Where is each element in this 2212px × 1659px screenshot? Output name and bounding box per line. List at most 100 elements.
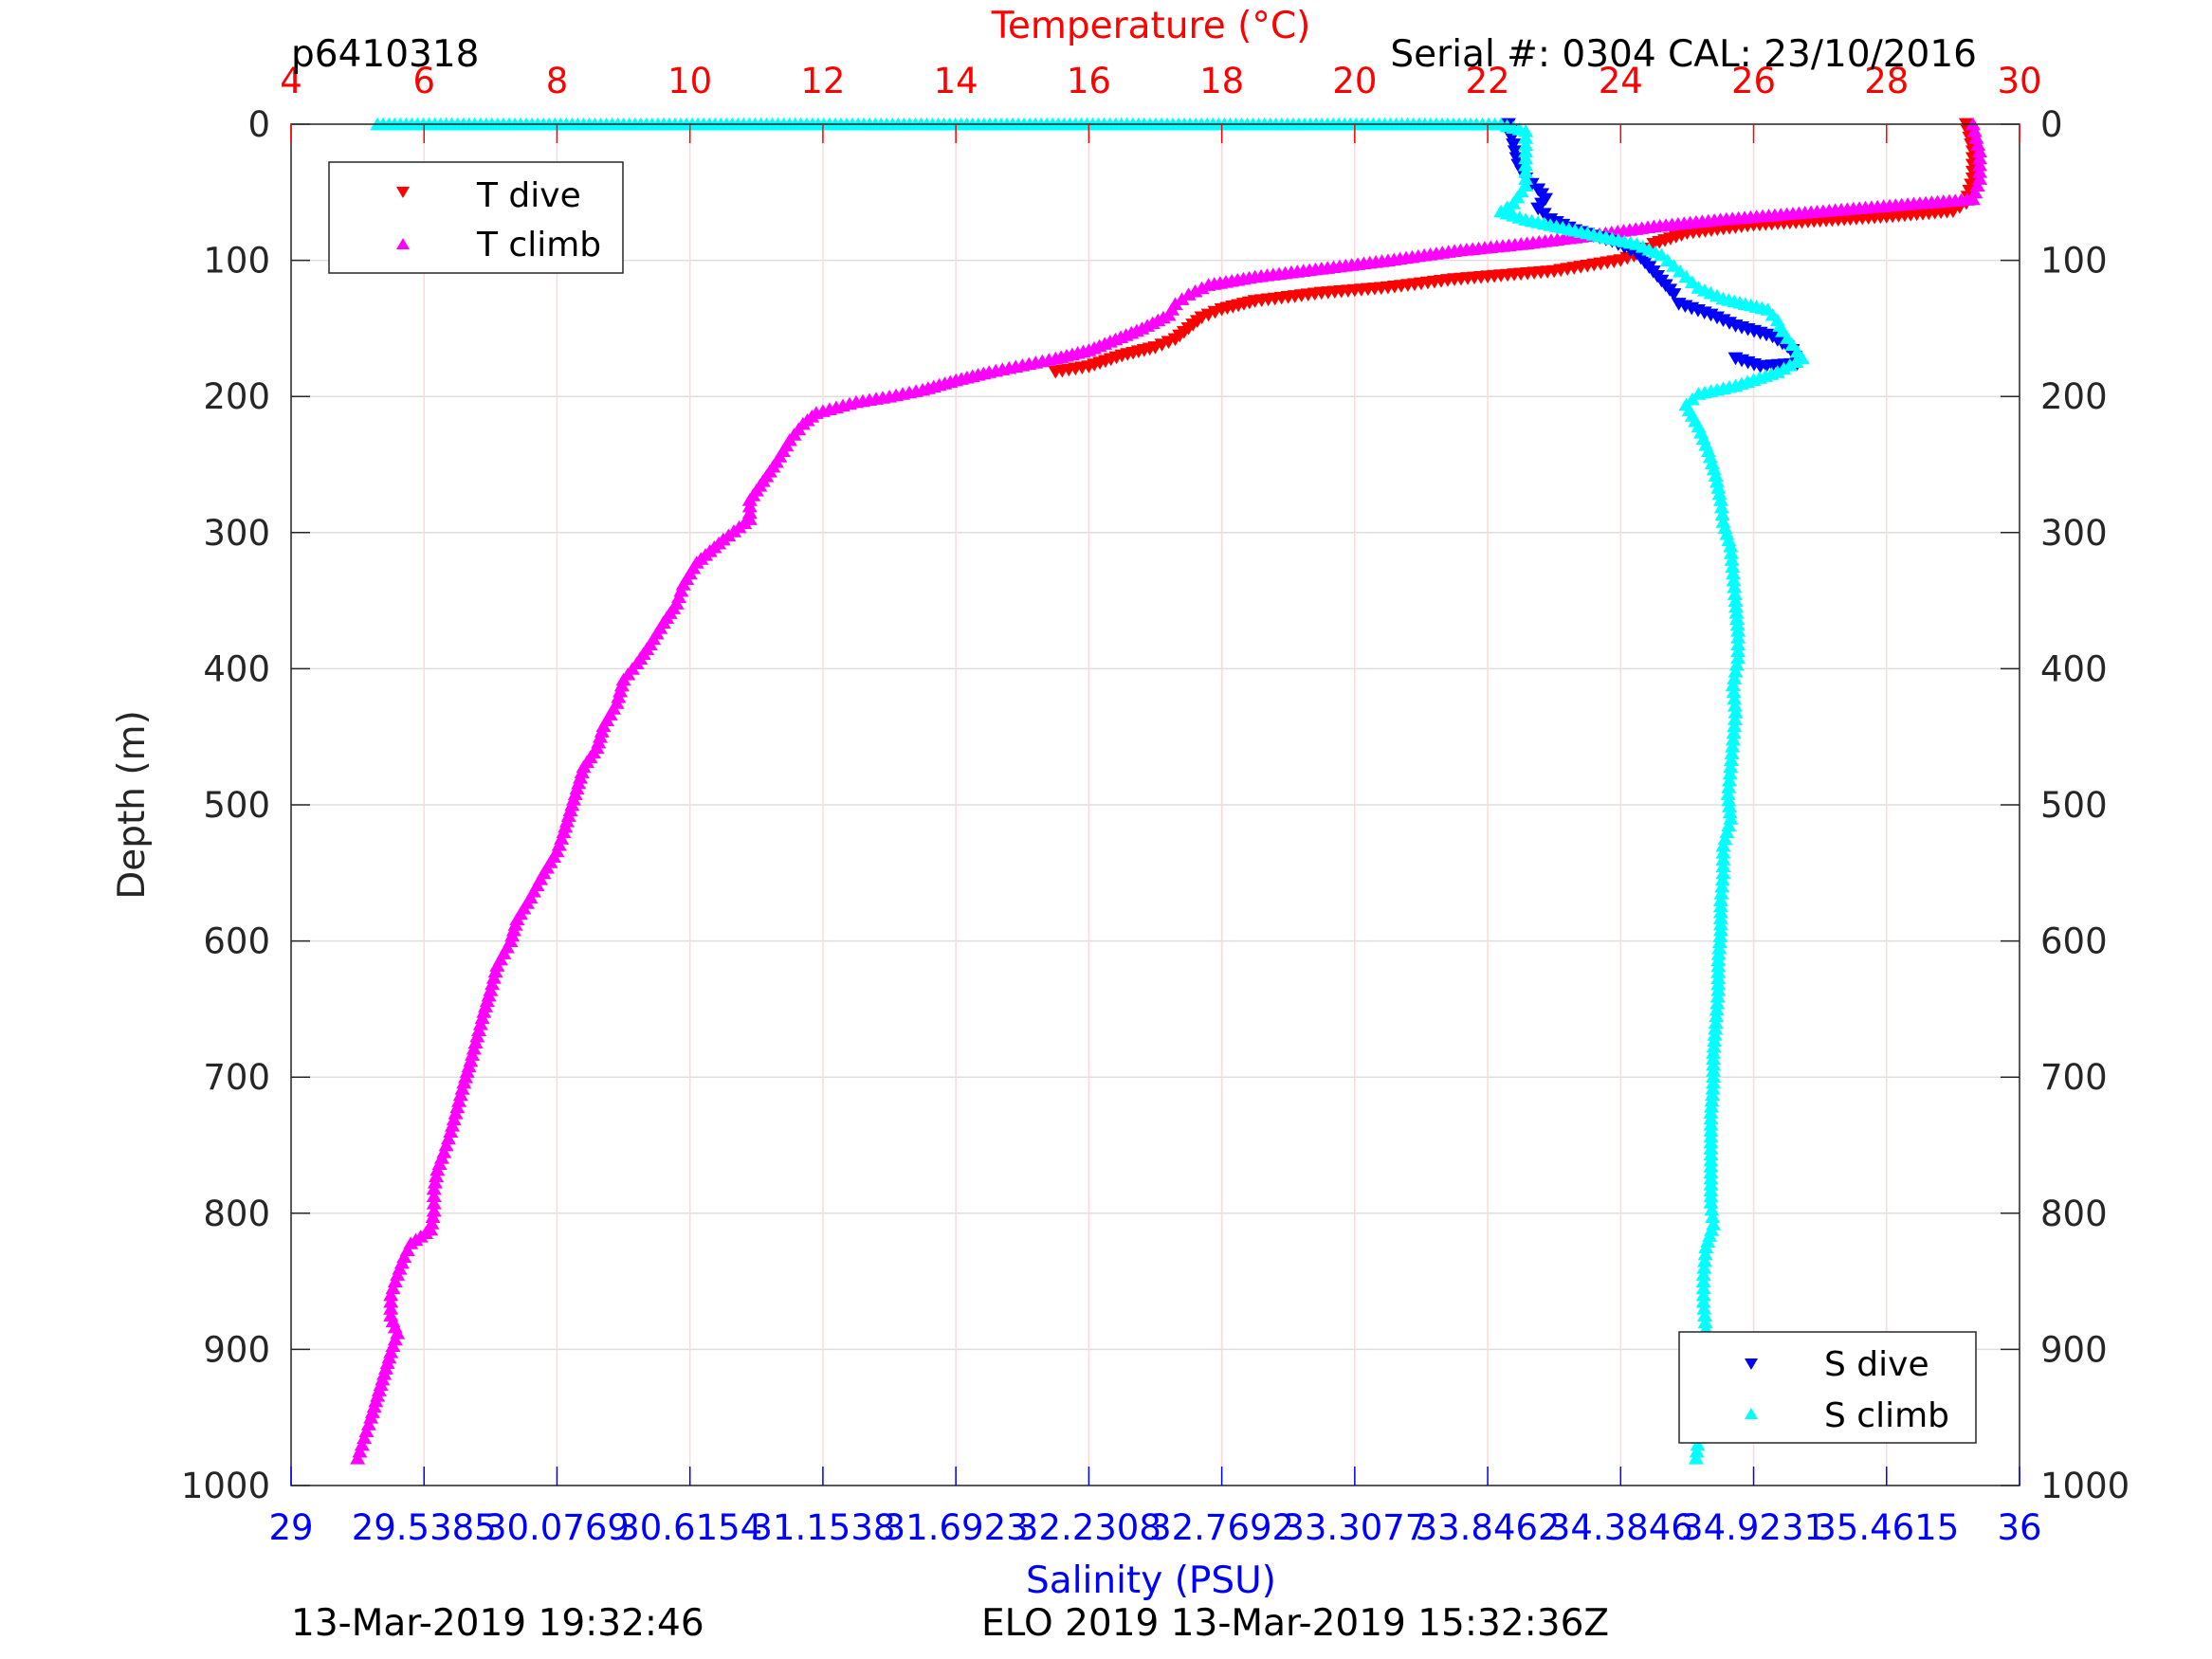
data-point bbox=[1712, 922, 1728, 937]
data-point bbox=[1721, 780, 1737, 793]
data-point bbox=[1506, 138, 1522, 152]
data-point bbox=[484, 976, 501, 991]
data-point bbox=[1709, 1009, 1725, 1023]
data-point bbox=[1728, 705, 1744, 719]
footer-mission-info: ELO 2019 13-Mar-2019 15:32:36Z bbox=[981, 1602, 1609, 1645]
legend-label-t-climb: T climb bbox=[476, 226, 601, 264]
data-point bbox=[1518, 151, 1534, 165]
data-point bbox=[1709, 989, 1726, 1003]
salinity-tick-label: 32.2308 bbox=[1016, 1507, 1161, 1548]
data-point bbox=[1706, 1039, 1722, 1053]
salinity-tick-label: 33.8462 bbox=[1416, 1507, 1561, 1548]
data-point bbox=[1690, 1437, 1706, 1451]
legend-marker-t-dive bbox=[396, 187, 410, 198]
data-point bbox=[1710, 983, 1727, 996]
data-point bbox=[467, 1035, 484, 1048]
temperature-legend-box bbox=[328, 161, 624, 274]
depth-tick-label-left: 200 bbox=[203, 376, 270, 417]
temperature-tick-label: 10 bbox=[667, 61, 712, 101]
temperature-legend: T dive T climb bbox=[328, 161, 624, 274]
footer-timestamp: 13-Mar-2019 19:32:46 bbox=[291, 1602, 704, 1645]
data-point bbox=[452, 1087, 468, 1102]
temperature-tick-label: 16 bbox=[1067, 61, 1111, 101]
data-point bbox=[1518, 123, 1534, 137]
data-point bbox=[1705, 1082, 1721, 1095]
salinity-tick-label: 31.6923 bbox=[884, 1507, 1029, 1548]
data-point bbox=[1704, 1093, 1720, 1107]
data-point bbox=[469, 1029, 485, 1043]
data-point bbox=[426, 1203, 442, 1217]
data-point bbox=[1708, 1015, 1724, 1030]
depth-tick-label-right: 300 bbox=[2040, 513, 2108, 554]
salinity-legend: S dive S climb bbox=[1678, 1331, 1977, 1444]
legend-label-s-dive: S dive bbox=[1824, 1345, 1929, 1384]
axis-ticks: 0 0 100 100 200 200 300 300 400 400 500 500 600 600 70… bbox=[181, 61, 2130, 1548]
salinity-tick-label: 35.4615 bbox=[1814, 1507, 1959, 1548]
data-point bbox=[1712, 929, 1728, 942]
data-point bbox=[426, 1196, 442, 1210]
data-point bbox=[448, 1106, 464, 1120]
data-point bbox=[1708, 1021, 1724, 1035]
data-point bbox=[1970, 137, 1986, 151]
data-point bbox=[1717, 831, 1733, 846]
data-point bbox=[1968, 131, 1984, 144]
data-point bbox=[1730, 637, 1746, 650]
salinity-tick-label: 30.0769 bbox=[484, 1507, 630, 1548]
data-point bbox=[425, 1210, 441, 1224]
data-point bbox=[1709, 474, 1725, 488]
data-point bbox=[1721, 818, 1737, 831]
depth-tick-label-right: 200 bbox=[2040, 376, 2108, 417]
data-point bbox=[485, 971, 502, 984]
data-point bbox=[465, 1048, 481, 1061]
data-point bbox=[1725, 739, 1741, 753]
data-point bbox=[1715, 846, 1731, 859]
data-point bbox=[1713, 500, 1729, 514]
data-point bbox=[1727, 698, 1743, 712]
data-point bbox=[1727, 712, 1743, 725]
data-point bbox=[1712, 493, 1728, 506]
data-point bbox=[487, 964, 503, 978]
data-point bbox=[456, 1075, 472, 1089]
data-point bbox=[449, 1100, 466, 1114]
depth-tick-label-left: 800 bbox=[203, 1194, 270, 1234]
data-point bbox=[1727, 719, 1743, 733]
data-point bbox=[1518, 165, 1534, 178]
data-point bbox=[1695, 1287, 1711, 1302]
data-point bbox=[1711, 486, 1728, 501]
data-point bbox=[1715, 866, 1731, 880]
data-point bbox=[426, 1189, 442, 1203]
data-point bbox=[1696, 1261, 1712, 1274]
salinity-tick-label: 29 bbox=[268, 1507, 313, 1548]
data-point bbox=[1707, 1033, 1723, 1048]
data-point bbox=[476, 1005, 492, 1018]
data-point bbox=[472, 1016, 488, 1030]
temperature-tick-label: 30 bbox=[1997, 61, 2041, 101]
data-point bbox=[426, 1181, 442, 1195]
data-point bbox=[1703, 1100, 1719, 1113]
data-point bbox=[1666, 288, 1682, 301]
data-point bbox=[1726, 725, 1742, 739]
temperature-tick-label: 14 bbox=[934, 61, 978, 101]
depth-tick-label-right: 0 bbox=[2040, 104, 2063, 145]
salinity-tick-label: 33.3077 bbox=[1282, 1507, 1427, 1548]
data-point bbox=[1715, 838, 1731, 852]
data-point bbox=[1713, 886, 1729, 900]
data-point bbox=[1726, 684, 1742, 699]
depth-tick-label-right: 400 bbox=[2040, 648, 2108, 689]
data-point bbox=[1689, 1444, 1705, 1458]
data-point bbox=[1721, 799, 1737, 812]
salinity-tick-label: 34.3846 bbox=[1548, 1507, 1693, 1548]
temperature-tick-label: 18 bbox=[1199, 61, 1244, 101]
data-point bbox=[1518, 172, 1534, 185]
data-point bbox=[1714, 507, 1730, 521]
data-point bbox=[489, 958, 505, 972]
data-point bbox=[1723, 811, 1739, 825]
depth-tick-label-left: 400 bbox=[203, 648, 270, 689]
data-point bbox=[427, 1176, 443, 1189]
depth-tick-label-left: 900 bbox=[203, 1329, 270, 1370]
legend-marker-s-dive bbox=[1745, 1358, 1758, 1370]
data-point bbox=[1518, 157, 1534, 172]
data-point bbox=[1518, 131, 1534, 144]
data-point bbox=[1723, 759, 1739, 774]
temperature-tick-label: 22 bbox=[1466, 61, 1510, 101]
